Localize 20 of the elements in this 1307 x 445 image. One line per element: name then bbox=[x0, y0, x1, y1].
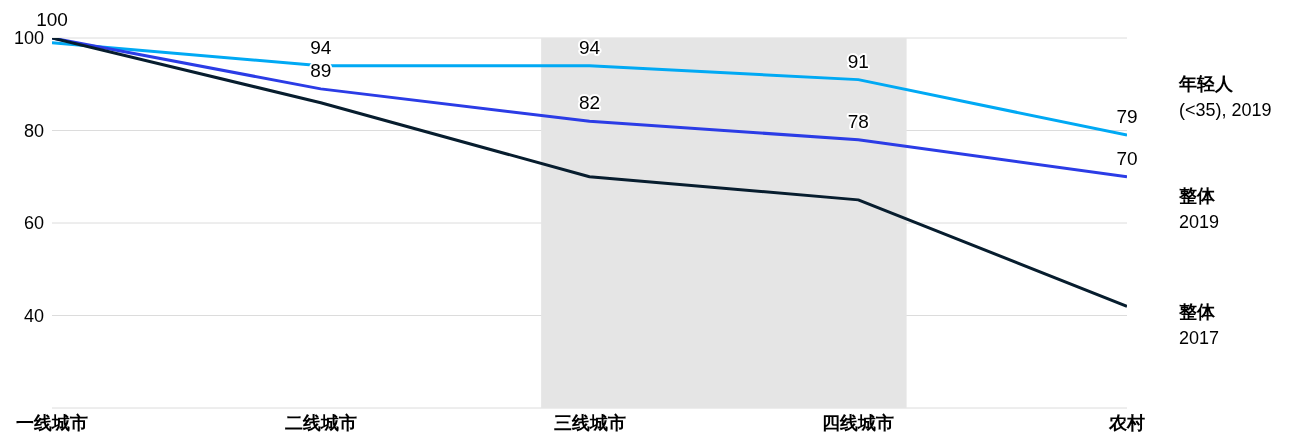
data-label: 78 bbox=[847, 110, 869, 132]
text: 整体 2019 bbox=[1178, 185, 1220, 232]
data-label: 82 bbox=[578, 92, 601, 114]
data-label: 94 bbox=[578, 36, 601, 58]
data-label: 91 bbox=[847, 50, 869, 72]
data-label: 79 bbox=[1116, 106, 1138, 128]
data-label: 100 bbox=[36, 9, 68, 30]
data-label: 94 bbox=[310, 36, 332, 58]
x-tick-label: 二线城市 bbox=[284, 412, 357, 433]
x-tick-label: 一线城市 bbox=[16, 412, 88, 433]
x-tick-label: 四线城市 bbox=[822, 412, 895, 433]
y-tick-label: 40 bbox=[23, 305, 44, 326]
data-label: 70 bbox=[1116, 147, 1138, 169]
text: 年轻人 (<35), 2019 bbox=[1178, 74, 1272, 121]
y-tick-label: 60 bbox=[23, 213, 44, 234]
text: 整体 2017 bbox=[1178, 302, 1220, 349]
y-tick-label: 80 bbox=[23, 120, 44, 141]
x-tick-label: 三线城市 bbox=[553, 412, 626, 433]
x-tick-label: 农村 bbox=[1108, 412, 1145, 433]
y-tick-label: 100 bbox=[13, 28, 44, 49]
